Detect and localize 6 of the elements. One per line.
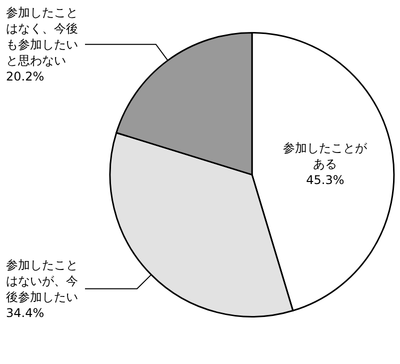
data-label: 20.2% [6, 69, 44, 84]
data-label: 34.4% [6, 306, 44, 320]
slice-label: 参加したことはなく、今後も参加したいと思わない [6, 5, 78, 68]
slice-label: 参加したことはないが、今後参加したい [6, 258, 78, 304]
slice-label: 参加したことがある [283, 140, 368, 171]
data-label: 45.3% [306, 172, 344, 187]
